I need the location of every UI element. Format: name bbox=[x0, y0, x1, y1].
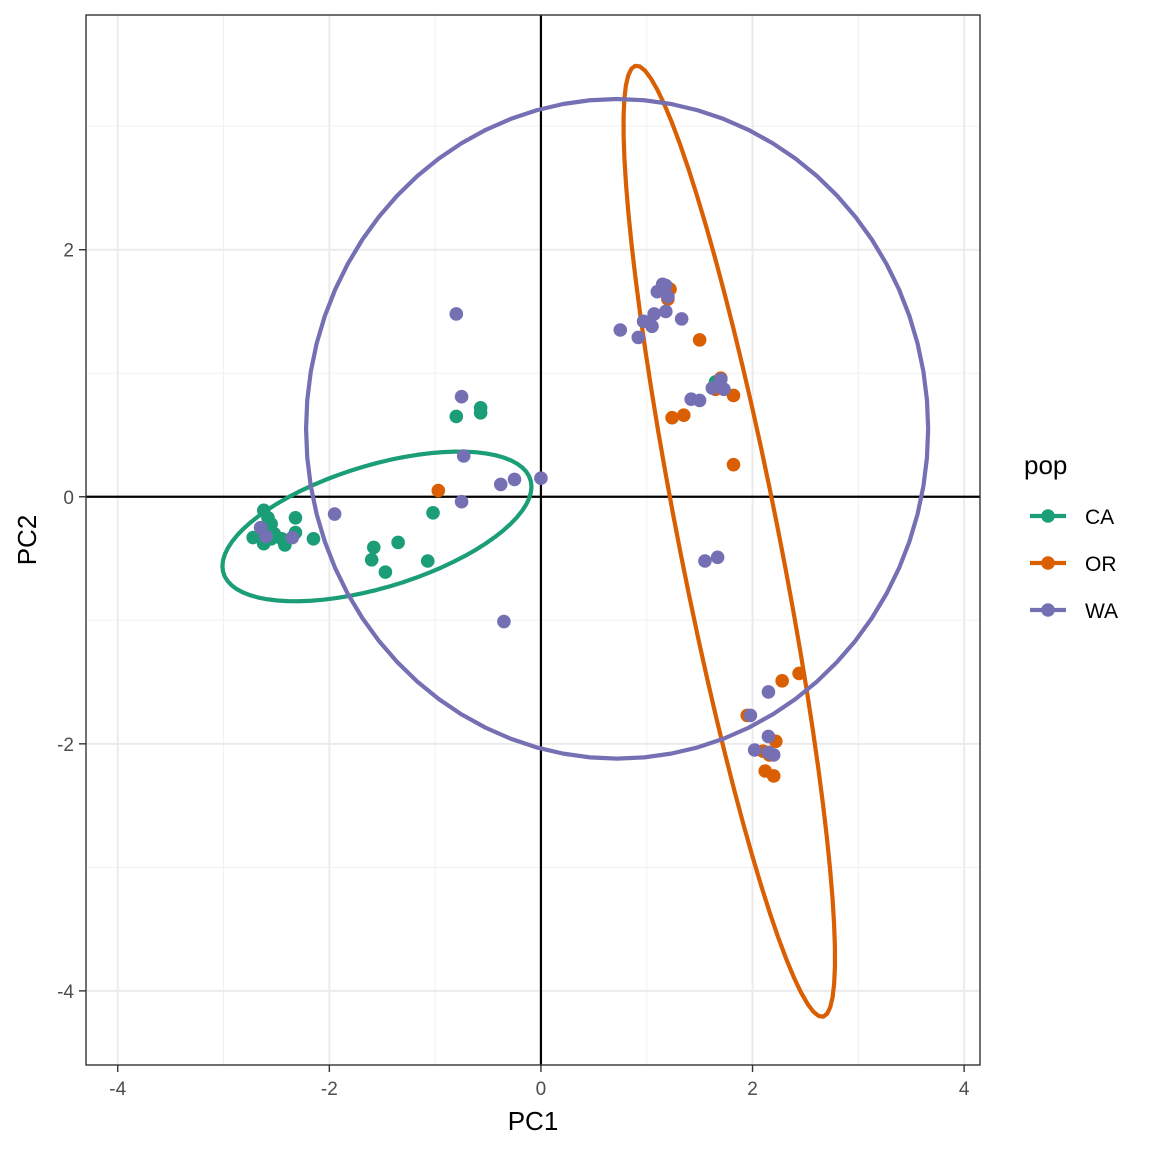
legend-label: WA bbox=[1085, 600, 1118, 623]
plot-panel bbox=[85, 14, 981, 1066]
point-wa bbox=[327, 507, 342, 521]
legend-key-point bbox=[1041, 509, 1055, 523]
point-wa bbox=[647, 307, 661, 321]
grid-minor bbox=[86, 15, 980, 1065]
panel-border bbox=[85, 14, 981, 1066]
point-wa bbox=[743, 708, 758, 723]
point-wa bbox=[507, 472, 522, 487]
legend-item-or: OR bbox=[1030, 553, 1117, 576]
point-ca bbox=[246, 530, 260, 545]
point-or bbox=[431, 483, 446, 498]
reference-lines bbox=[86, 15, 980, 1065]
point-wa bbox=[766, 748, 781, 762]
point-wa bbox=[645, 319, 659, 334]
point-or bbox=[726, 457, 741, 472]
point-or bbox=[692, 333, 707, 347]
point-wa bbox=[705, 381, 720, 395]
point-wa bbox=[761, 729, 776, 744]
legend-key-point bbox=[1041, 603, 1055, 617]
legend: pop CA OR WA bbox=[1024, 450, 1118, 623]
x-tick-label: 0 bbox=[536, 1079, 547, 1100]
point-ca bbox=[366, 540, 381, 555]
point-wa bbox=[534, 471, 548, 486]
point-wa bbox=[454, 494, 469, 509]
y-tick-label: -4 bbox=[57, 982, 74, 1003]
legend-item-ca: CA bbox=[1030, 506, 1114, 529]
y-tick-label: 0 bbox=[63, 488, 74, 509]
point-wa bbox=[658, 304, 673, 319]
point-wa bbox=[456, 449, 471, 463]
x-tick-label: 2 bbox=[747, 1079, 758, 1100]
ellipse-or bbox=[621, 63, 838, 1019]
legend-title: pop bbox=[1024, 450, 1067, 480]
panel-background bbox=[86, 15, 980, 1065]
point-wa bbox=[497, 614, 511, 629]
x-axis-title: PC1 bbox=[508, 1106, 559, 1136]
point-or bbox=[766, 769, 781, 783]
point-or bbox=[676, 408, 691, 423]
x-tick-label: -4 bbox=[109, 1079, 126, 1100]
data-points bbox=[246, 277, 806, 783]
point-wa bbox=[613, 323, 628, 337]
y-tick-label: 2 bbox=[63, 241, 74, 262]
point-wa bbox=[454, 389, 469, 404]
x-axis: -4 -2 0 2 4 bbox=[109, 1065, 970, 1100]
legend-item-wa: WA bbox=[1030, 600, 1118, 623]
point-ca bbox=[449, 409, 464, 424]
point-wa bbox=[692, 393, 707, 408]
point-ca bbox=[306, 531, 321, 546]
point-wa bbox=[285, 530, 300, 545]
y-axis: -4 -2 0 2 bbox=[57, 241, 86, 1003]
y-axis-title: PC2 bbox=[12, 515, 42, 566]
legend-label: CA bbox=[1085, 506, 1114, 529]
point-ca bbox=[426, 506, 440, 520]
point-ca bbox=[420, 554, 435, 568]
point-wa bbox=[449, 307, 464, 321]
ellipse-wa bbox=[303, 96, 931, 761]
point-or bbox=[665, 410, 679, 425]
point-or bbox=[775, 674, 789, 688]
point-wa bbox=[761, 685, 776, 699]
point-ca bbox=[364, 552, 379, 567]
point-wa bbox=[710, 550, 725, 565]
legend-label: OR bbox=[1085, 553, 1117, 576]
point-wa bbox=[747, 743, 762, 757]
point-ca bbox=[391, 535, 405, 550]
y-tick-label: -2 bbox=[57, 735, 74, 756]
point-wa bbox=[661, 289, 675, 304]
point-ca bbox=[288, 510, 303, 525]
point-ca bbox=[473, 405, 488, 420]
point-ca bbox=[378, 565, 393, 579]
point-wa bbox=[717, 382, 731, 397]
point-wa bbox=[698, 554, 712, 568]
point-wa bbox=[658, 278, 673, 293]
x-tick-label: -2 bbox=[321, 1079, 338, 1100]
ellipse-ca bbox=[220, 449, 534, 604]
point-wa bbox=[493, 477, 508, 492]
ellipses bbox=[220, 63, 931, 1019]
point-wa bbox=[631, 330, 646, 345]
legend-key-point bbox=[1041, 556, 1055, 570]
point-or bbox=[792, 666, 806, 681]
point-wa bbox=[259, 529, 273, 544]
x-tick-label: 4 bbox=[959, 1079, 970, 1100]
point-wa bbox=[674, 312, 689, 326]
